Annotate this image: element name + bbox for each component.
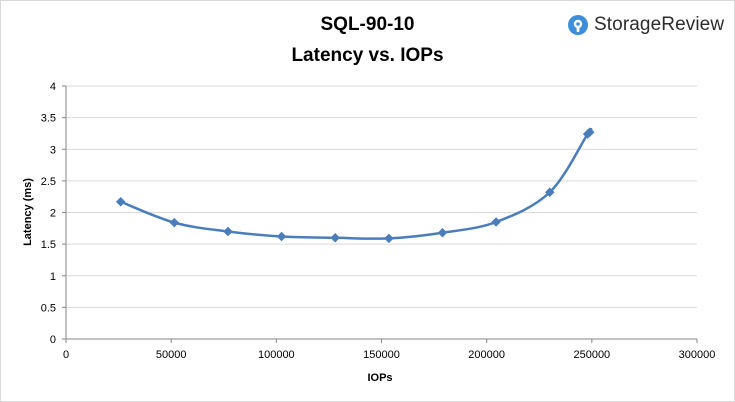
x-tick-label: 0 [63,349,69,361]
data-point-marker [384,233,394,244]
gridlines [66,85,697,308]
y-tick-label: 0.5 [41,302,56,314]
data-point-marker [223,226,233,237]
y-tick-label: 3.5 [41,113,56,125]
y-axis-label: Latency (ms) [22,178,34,246]
y-tick-label: 2 [50,208,56,220]
data-point-marker [584,127,595,138]
x-tick-label: 100000 [258,349,295,361]
data-point-marker [115,196,126,207]
data-point-marker [437,227,448,238]
axes [62,85,698,343]
y-tick-label: 4 [50,81,56,93]
brand-name: StorageReview [594,14,725,35]
x-tick-label: 300000 [679,349,716,361]
data-point-marker [169,217,180,228]
data-point-marker [330,232,341,243]
x-tick-label: 200000 [468,349,505,361]
y-tick-label: 0 [50,334,56,346]
data-point-marker [491,217,501,227]
chart-subtitle: Latency vs. IOPs [291,45,444,66]
storagereview-logo-icon [568,15,588,35]
y-tick-label: 1 [50,271,56,283]
x-tick-label: 250000 [573,349,610,361]
y-tick-label: 2.5 [41,176,56,188]
data-series [115,127,595,244]
y-tick-label: 1.5 [41,239,56,251]
brand-logo: StorageReview [568,14,724,36]
x-axis-label: IOPs [367,372,392,384]
series-line [120,127,593,240]
tick-labels: 0 0.5 1 1.5 2 2.5 3 3.5 4 0 50000 100000 150000 20000… [41,81,716,361]
x-tick-label: 150000 [363,349,400,361]
chart-title: SQL-90-10 [320,14,415,35]
y-tick-label: 3 [50,144,56,156]
data-point-marker [544,187,555,198]
x-tick-label: 50000 [156,349,187,361]
data-point-marker [276,231,287,242]
